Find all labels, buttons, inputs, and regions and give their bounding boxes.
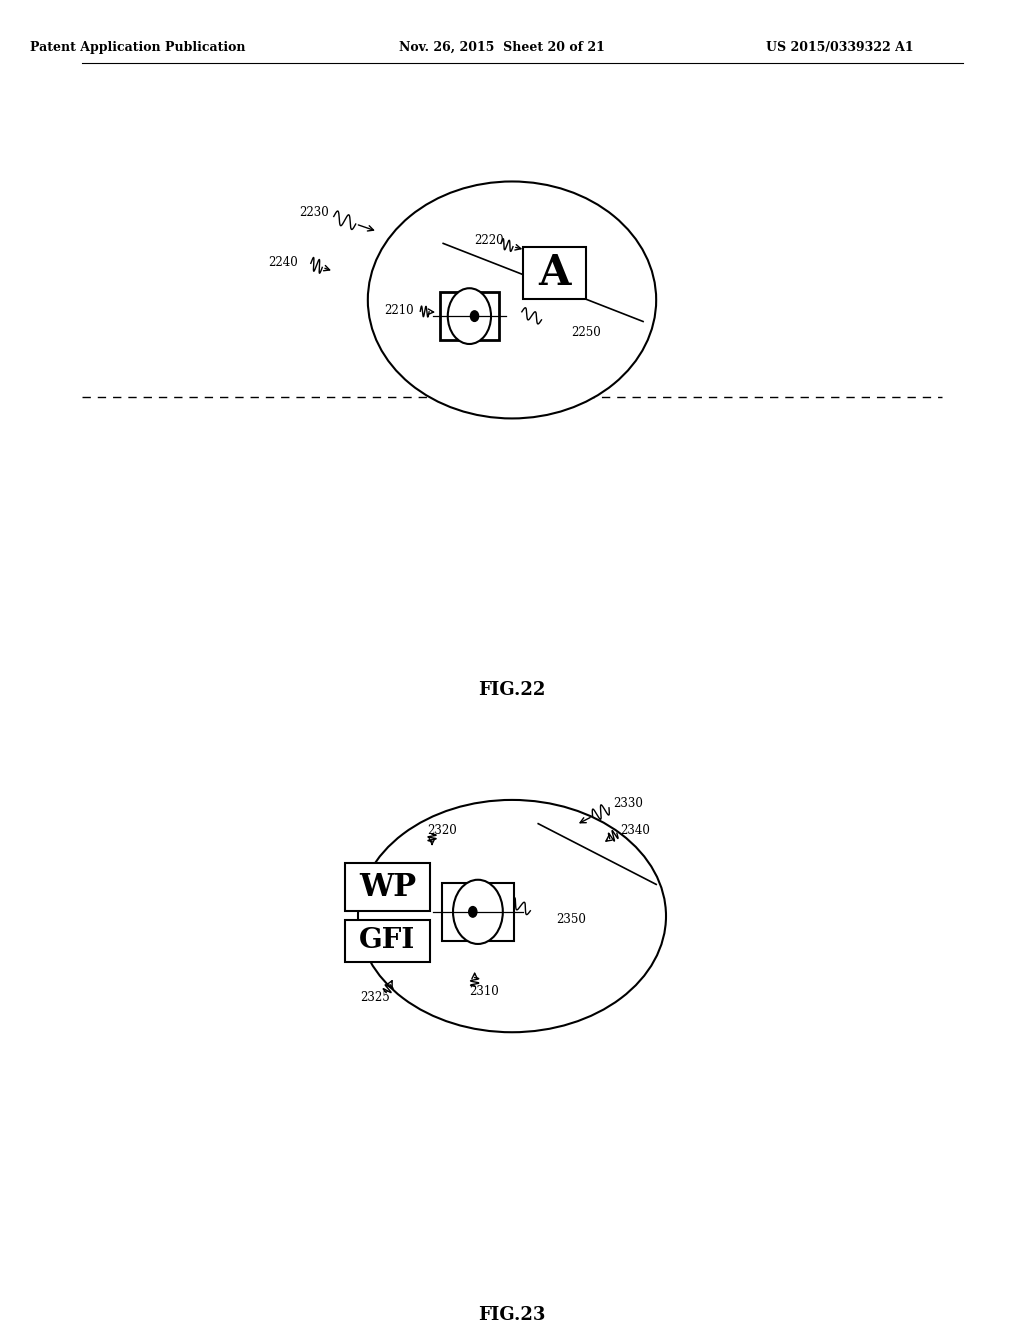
- Ellipse shape: [358, 800, 666, 1032]
- Text: 2230: 2230: [299, 206, 329, 219]
- FancyBboxPatch shape: [345, 863, 430, 911]
- Text: FIG.23: FIG.23: [478, 1305, 546, 1320]
- Text: 2320: 2320: [427, 824, 457, 837]
- Text: US 2015/0339322 A1: US 2015/0339322 A1: [766, 41, 913, 54]
- Text: Nov. 26, 2015  Sheet 20 of 21: Nov. 26, 2015 Sheet 20 of 21: [398, 41, 605, 54]
- Text: 2210: 2210: [384, 304, 414, 317]
- FancyBboxPatch shape: [523, 247, 586, 298]
- Circle shape: [469, 907, 477, 917]
- Text: 2310: 2310: [469, 985, 499, 998]
- Text: 2330: 2330: [613, 797, 643, 810]
- Text: GFI: GFI: [359, 928, 416, 954]
- Text: FIG.22: FIG.22: [478, 681, 546, 700]
- Text: 2240: 2240: [268, 256, 298, 269]
- FancyBboxPatch shape: [345, 920, 430, 962]
- Text: 2325: 2325: [360, 991, 390, 1005]
- Text: 2350: 2350: [557, 913, 587, 927]
- Text: WP: WP: [359, 871, 416, 903]
- Text: 2250: 2250: [571, 326, 601, 339]
- Circle shape: [453, 879, 503, 944]
- Text: Patent Application Publication: Patent Application Publication: [31, 41, 246, 54]
- Circle shape: [447, 288, 492, 345]
- Text: A: A: [539, 252, 570, 294]
- Circle shape: [470, 310, 478, 321]
- Text: 2220: 2220: [475, 234, 504, 247]
- Text: 2340: 2340: [621, 824, 650, 837]
- FancyBboxPatch shape: [442, 883, 514, 941]
- Ellipse shape: [368, 181, 656, 418]
- FancyBboxPatch shape: [440, 292, 499, 341]
